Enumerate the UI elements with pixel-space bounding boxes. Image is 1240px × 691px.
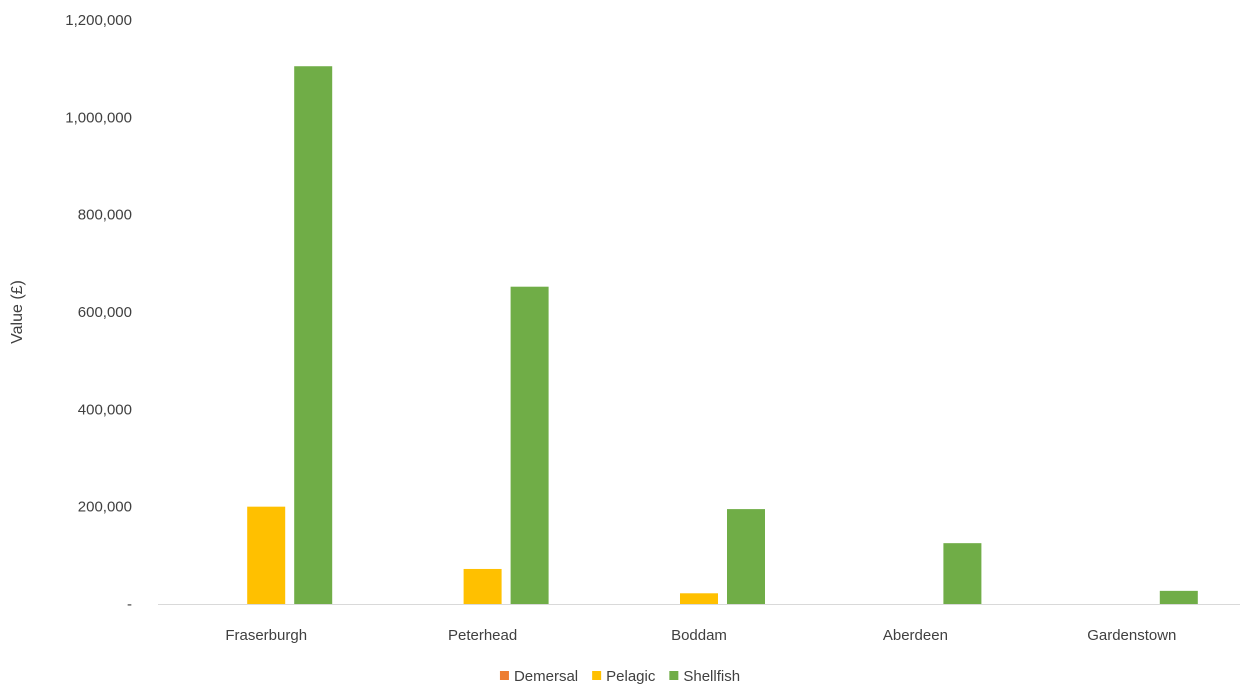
legend-label: Demersal [514,668,578,685]
bar-shellfish-boddam [727,509,765,604]
legend-swatch [499,671,509,680]
y-tick-label: 800,000 [78,207,132,224]
x-tick-label: Boddam [671,627,727,644]
y-tick-label: 200,000 [78,499,132,516]
bar-pelagic-fraserburgh [247,506,286,604]
y-tick-label: 1,200,000 [65,12,132,29]
bar-shellfish-gardenstown [1159,590,1198,604]
x-tick-label: Fraserburgh [225,627,307,644]
x-tick-label: Peterhead [448,627,517,644]
y-axis-ticks: - 200,000 400,000 600,000 800,000 1,000,000 1,… [65,12,132,613]
legend-item-shellfish: Shellfish [669,668,740,685]
x-tick-label: Gardenstown [1087,627,1176,644]
legend: Demersal Pelagic Shellfish [499,668,740,685]
legend-item-pelagic: Pelagic [592,668,656,685]
y-tick-label: 1,000,000 [65,109,132,126]
legend-item-demersal: Demersal [499,668,578,685]
bar-shellfish-aberdeen [943,543,982,604]
legend-swatch [592,671,602,680]
bars [247,66,1198,604]
legend-swatch [669,671,679,680]
x-tick-label: Aberdeen [883,627,948,644]
legend-label: Pelagic [606,668,656,685]
y-tick-label: 400,000 [78,401,132,418]
bar-pelagic-boddam [680,593,718,604]
y-axis-title: Value (£) [9,280,26,344]
y-tick-label: - [127,596,132,613]
legend-label: Shellfish [683,668,740,685]
x-axis-ticks: Fraserburgh Peterhead Boddam Aberdeen Garden… [225,627,1176,644]
y-axis-title-group: Value (£) [9,280,26,344]
y-tick-label: 600,000 [78,304,132,321]
bar-shellfish-peterhead [510,286,549,604]
bar-shellfish-fraserburgh [294,66,333,604]
bar-pelagic-peterhead [463,568,502,604]
